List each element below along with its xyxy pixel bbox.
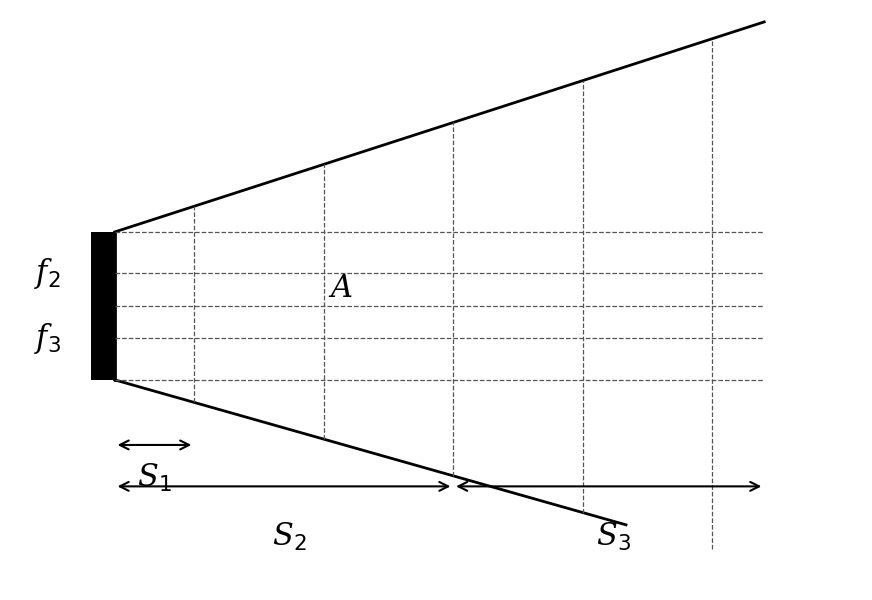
Bar [91, 232, 115, 380]
Text: S$_3$: S$_3$ [596, 521, 630, 553]
Text: S$_1$: S$_1$ [137, 461, 172, 494]
Text: S$_2$: S$_2$ [272, 521, 307, 553]
Text: A: A [330, 272, 352, 304]
Text: f$_2$: f$_2$ [34, 256, 61, 291]
Text: f$_3$: f$_3$ [34, 321, 62, 356]
